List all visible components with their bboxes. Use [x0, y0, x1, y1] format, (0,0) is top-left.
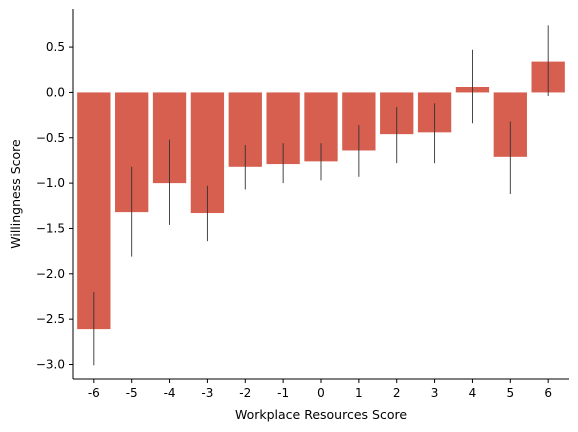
x-tick-label: 2: [393, 386, 401, 400]
x-tick-label: 4: [469, 386, 477, 400]
y-tick-label: −1.0: [36, 176, 65, 190]
x-axis-label: Workplace Resources Score: [235, 407, 407, 422]
x-tick-label: 0: [317, 386, 325, 400]
x-tick-label: 6: [544, 386, 552, 400]
x-tick-label: 5: [506, 386, 514, 400]
x-tick-label: -6: [88, 386, 100, 400]
y-axis-label: Willingness Score: [8, 139, 23, 249]
x-ticks-group: -6 -5 -4 -3 -2 -1 0 1 2 3 4 5 6: [88, 379, 552, 400]
y-tick-label: 0.5: [46, 40, 65, 54]
x-tick-label: -5: [126, 386, 138, 400]
y-tick-label: −1.5: [36, 221, 65, 235]
x-tick-label: -3: [201, 386, 213, 400]
y-tick-label: −0.5: [36, 131, 65, 145]
x-tick-label: 1: [355, 386, 363, 400]
error-bars-group: [93, 25, 549, 366]
x-tick-label: -4: [164, 386, 176, 400]
y-tick-label: −3.0: [36, 357, 65, 371]
y-tick-label: 0.0: [46, 85, 65, 99]
y-ticks-group: −3.0 −2.5 −2.0 −1.5 −1.0 −0.5 0.0 0.5: [36, 40, 73, 371]
x-tick-label: 3: [431, 386, 439, 400]
bars-group: [77, 61, 565, 330]
y-tick-label: −2.5: [36, 312, 65, 326]
y-tick-label: −2.0: [36, 267, 65, 281]
x-tick-label: -2: [239, 386, 251, 400]
bar--6: [77, 92, 111, 330]
x-tick-label: -1: [277, 386, 289, 400]
